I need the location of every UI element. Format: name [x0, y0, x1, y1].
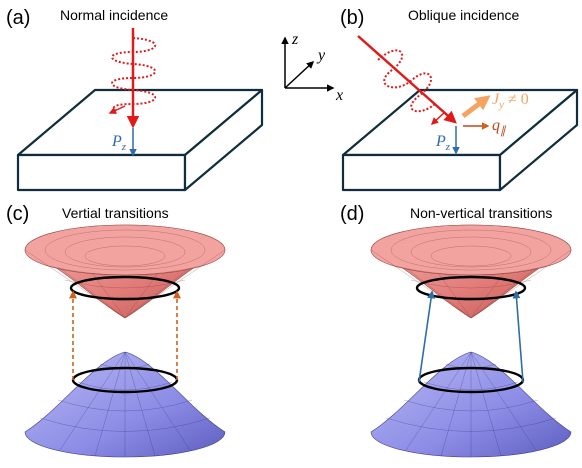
axis-label: x: [335, 87, 343, 104]
axis-label: y: [316, 47, 326, 64]
panel-label: (b): [340, 7, 364, 29]
valence-band: [25, 352, 225, 457]
panel-label: (a): [6, 7, 30, 29]
panel-title: Normal incidence: [60, 7, 168, 23]
figure: (a) Normal incidence (b) Oblique inciden…: [0, 0, 582, 468]
panel-title: Non-vertical transitions: [410, 205, 552, 221]
panel-title: Oblique incidence: [408, 7, 520, 23]
axis-label: z: [291, 31, 299, 48]
panel-title: Vertial transitions: [62, 205, 169, 221]
valence-band: [371, 352, 571, 457]
slab: [18, 90, 262, 190]
conduction-band: [371, 225, 571, 318]
transition-arrow: [419, 292, 432, 382]
panel-label: (d): [340, 203, 364, 225]
panel-label: (c): [6, 203, 29, 225]
conduction-band: [25, 225, 225, 318]
slab: [343, 90, 577, 190]
transition-arrow: [516, 292, 523, 382]
axes: z y x: [285, 31, 343, 104]
